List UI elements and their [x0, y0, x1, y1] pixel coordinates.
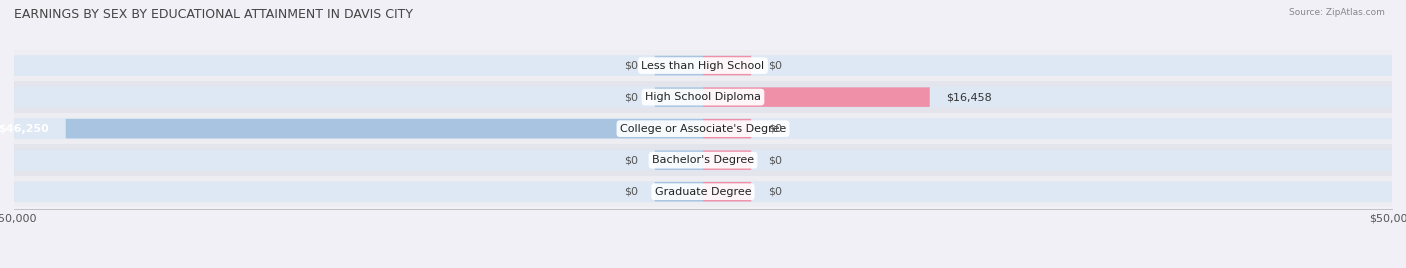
- FancyBboxPatch shape: [703, 182, 751, 202]
- FancyBboxPatch shape: [703, 119, 751, 138]
- Text: Graduate Degree: Graduate Degree: [655, 187, 751, 197]
- Bar: [14, 50, 1392, 81]
- FancyBboxPatch shape: [14, 87, 1392, 107]
- Text: $0: $0: [624, 61, 638, 70]
- Text: High School Diploma: High School Diploma: [645, 92, 761, 102]
- Bar: [14, 113, 1392, 144]
- Bar: [14, 176, 1392, 207]
- Text: $0: $0: [768, 124, 782, 134]
- FancyBboxPatch shape: [655, 182, 703, 202]
- Text: Less than High School: Less than High School: [641, 61, 765, 70]
- FancyBboxPatch shape: [655, 87, 703, 107]
- Text: Source: ZipAtlas.com: Source: ZipAtlas.com: [1289, 8, 1385, 17]
- FancyBboxPatch shape: [14, 150, 1392, 170]
- FancyBboxPatch shape: [655, 56, 703, 75]
- Text: $0: $0: [624, 92, 638, 102]
- Text: $16,458: $16,458: [946, 92, 993, 102]
- Text: $0: $0: [624, 155, 638, 165]
- FancyBboxPatch shape: [703, 150, 751, 170]
- Text: $46,250: $46,250: [0, 124, 49, 134]
- FancyBboxPatch shape: [655, 150, 703, 170]
- Text: $0: $0: [768, 187, 782, 197]
- Bar: [14, 144, 1392, 176]
- FancyBboxPatch shape: [66, 119, 703, 138]
- Text: Bachelor's Degree: Bachelor's Degree: [652, 155, 754, 165]
- FancyBboxPatch shape: [14, 118, 1392, 139]
- Bar: [14, 81, 1392, 113]
- Text: $0: $0: [624, 187, 638, 197]
- Text: $0: $0: [768, 61, 782, 70]
- Text: College or Associate's Degree: College or Associate's Degree: [620, 124, 786, 134]
- Text: $0: $0: [768, 155, 782, 165]
- FancyBboxPatch shape: [703, 87, 929, 107]
- Text: EARNINGS BY SEX BY EDUCATIONAL ATTAINMENT IN DAVIS CITY: EARNINGS BY SEX BY EDUCATIONAL ATTAINMEN…: [14, 8, 413, 21]
- FancyBboxPatch shape: [703, 56, 751, 75]
- FancyBboxPatch shape: [14, 55, 1392, 76]
- FancyBboxPatch shape: [14, 181, 1392, 202]
